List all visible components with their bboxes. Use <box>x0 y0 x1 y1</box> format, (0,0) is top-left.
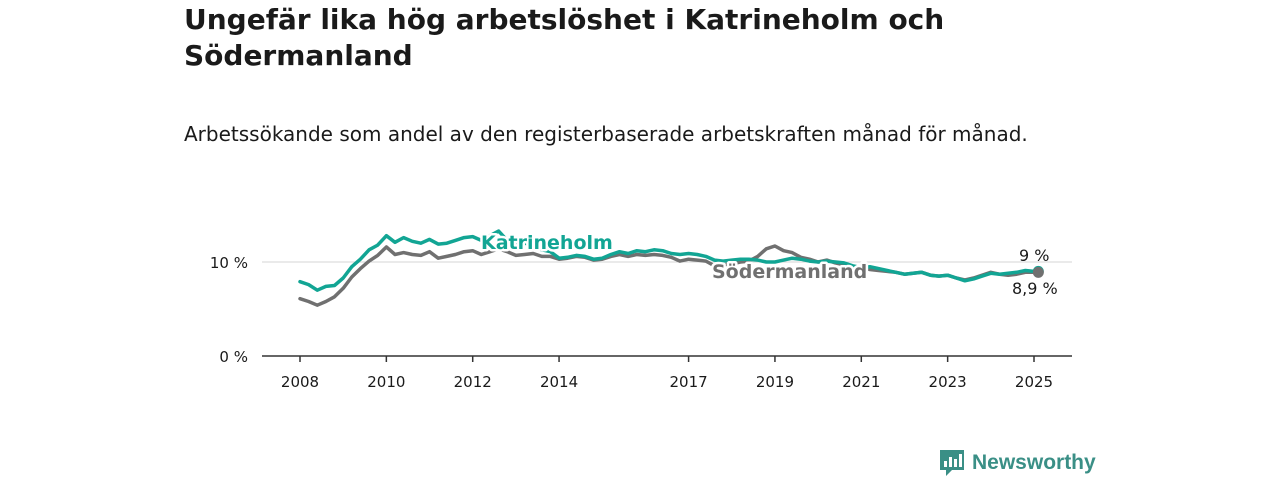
brand-name: Newsworthy <box>972 451 1096 474</box>
y-tick-label: 0 % <box>219 348 248 366</box>
x-tick-label: 2017 <box>669 373 707 391</box>
newsworthy-logo-icon <box>940 450 964 476</box>
chart-subtitle: Arbetssökande som andel av den registerb… <box>184 122 1028 146</box>
series-label-sodermanland: Södermanland <box>712 261 867 283</box>
series-label-katrineholm: Katrineholm <box>481 232 613 254</box>
x-tick-label: 2008 <box>281 373 319 391</box>
series-end-point-sodermanland <box>1032 266 1044 278</box>
end-value-label-sodermanland: 8,9 % <box>1012 279 1058 298</box>
x-tick-label: 2021 <box>842 373 880 391</box>
x-tick-label: 2025 <box>1015 373 1053 391</box>
x-tick-label: 2012 <box>454 373 492 391</box>
chart-title: Ungefär lika hög arbetslöshet i Katrineh… <box>184 3 945 72</box>
x-tick-label: 2019 <box>756 373 794 391</box>
brand-logo: Newsworthy <box>938 448 1096 478</box>
x-tick-label: 2010 <box>367 373 405 391</box>
x-tick-label: 2023 <box>929 373 967 391</box>
x-tick-label: 2014 <box>540 373 578 391</box>
series-line-katrineholm <box>298 229 1041 292</box>
end-value-label-katrineholm: 9 % <box>1019 246 1049 265</box>
y-tick-label: 10 % <box>210 254 248 272</box>
